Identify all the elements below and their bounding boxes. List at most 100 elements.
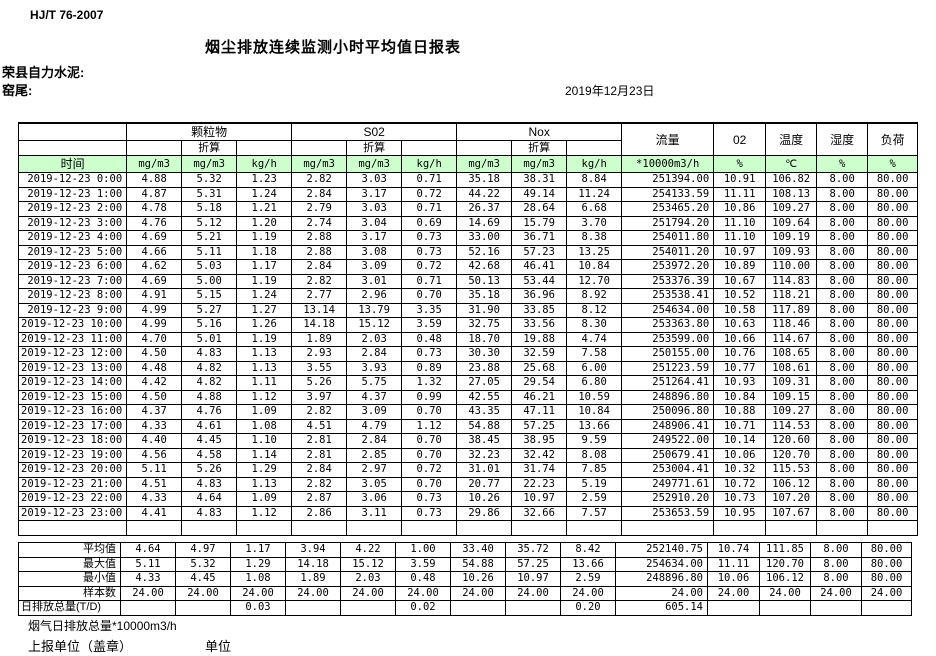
table-cell: 10.91 [713, 172, 767, 188]
table-cell: 4.51 [291, 418, 348, 434]
table-cell: 1.29 [230, 556, 286, 572]
table-cell: 4.78 [126, 201, 183, 217]
table-cell: 26.37 [456, 201, 513, 217]
header-units-row: 时间 mg/m3 mg/m3 kg/h mg/m3 mg/m3 kg/h mg/… [17, 155, 919, 173]
table-cell: 8.00 [816, 302, 869, 318]
group-humidity: 湿度 [816, 122, 869, 156]
table-cell: 1.13 [236, 360, 293, 376]
table-cell: 24.00 [175, 585, 231, 601]
table-cell: 31.01 [456, 462, 513, 478]
table-cell: 2019-12-23 22:00 [17, 491, 128, 507]
table-cell: 57.25 [505, 556, 561, 572]
table-cell: 8.00 [816, 404, 869, 420]
table-cell: 15.79 [511, 215, 568, 231]
table-cell: 1.19 [236, 230, 293, 246]
table-cell: 32.42 [511, 447, 568, 463]
table-cell [867, 520, 919, 536]
table-cell: 4.97 [175, 542, 231, 558]
table-cell: 14.69 [456, 215, 513, 231]
table-cell: 4.58 [181, 447, 238, 463]
table-cell: 5.31 [181, 186, 238, 202]
table-row: 样本数 24.00 24.00 24.00 24.00 24.00 24.00 24.00 24… [18, 585, 912, 601]
spacer-body [17, 520, 919, 536]
table-row: 2019-12-23 13:00 4.48 4.82 1.13 3.55 3.93 0.89… [17, 360, 919, 376]
table-cell: 4.99 [126, 317, 183, 333]
group-flow: 流量 [621, 122, 715, 156]
table-cell: 3.09 [346, 259, 403, 275]
table-cell: 605.14 [615, 600, 708, 616]
table-cell: 23.88 [456, 360, 513, 376]
table-cell: 0.20 [560, 600, 616, 616]
table-cell [759, 600, 811, 616]
table-cell: 109.19 [765, 230, 818, 246]
table-cell: 4.74 [566, 331, 623, 347]
table-cell: 10.72 [713, 476, 767, 492]
table-row: 2019-12-23 9:00 4.99 5.27 1.27 13.14 13.79 3.3… [17, 302, 919, 318]
table-row: 2019-12-23 7:00 4.69 5.00 1.19 2.82 3.01 0.71 5… [17, 273, 919, 289]
table-cell: 10.77 [713, 360, 767, 376]
table-cell: 35.18 [456, 288, 513, 304]
table-cell: 5.11 [126, 462, 183, 478]
table-cell: 2019-12-23 20:00 [17, 462, 128, 478]
table-cell: 80.00 [867, 462, 919, 478]
table-cell: 120.70 [759, 556, 811, 572]
table-cell: 2019-12-23 2:00 [17, 201, 128, 217]
table-cell [17, 520, 128, 536]
table-cell: 10.89 [713, 259, 767, 275]
table-cell: 4.50 [126, 346, 183, 362]
table-cell: 80.00 [867, 186, 919, 202]
table-cell: 6.00 [566, 360, 623, 376]
header-blank-cell [236, 140, 293, 156]
table-cell: 1.29 [236, 462, 293, 478]
table-cell: 1.00 [395, 542, 451, 558]
table-cell: 1.27 [236, 302, 293, 318]
table-cell: 1.26 [236, 317, 293, 333]
table-cell: 5.26 [291, 375, 348, 391]
table-cell: 8.00 [816, 505, 869, 521]
table-cell: 3.35 [401, 302, 458, 318]
table-cell: 80.00 [867, 259, 919, 275]
table-cell: 8.00 [816, 375, 869, 391]
table-row: 2019-12-23 15:00 4.50 4.88 1.12 3.97 4.37 0.99… [17, 389, 919, 405]
table-cell: 250679.41 [621, 447, 715, 463]
table-cell: 6.80 [566, 375, 623, 391]
table-cell: 27.05 [456, 375, 513, 391]
table-cell: 2019-12-23 12:00 [17, 346, 128, 362]
table-cell: 1.17 [230, 542, 286, 558]
table-cell: 2019-12-23 5:00 [17, 244, 128, 260]
table-cell: 10.58 [713, 302, 767, 318]
table-cell: 253004.41 [621, 462, 715, 478]
table-cell: 3.11 [346, 505, 403, 521]
table-cell: 4.22 [340, 542, 396, 558]
table-cell: 2.84 [291, 259, 348, 275]
table-cell: 80.00 [867, 418, 919, 434]
table-cell: 249522.00 [621, 433, 715, 449]
table-cell: 5.00 [181, 273, 238, 289]
table-cell: 14.18 [291, 317, 348, 333]
table-cell: 10.52 [713, 288, 767, 304]
table-cell: 5.15 [181, 288, 238, 304]
table-cell: 4.69 [126, 273, 183, 289]
table-cell: 22.23 [511, 476, 568, 492]
table-cell: 118.46 [765, 317, 818, 333]
table-cell: 80.00 [867, 302, 919, 318]
table-cell: 1.23 [236, 172, 293, 188]
table-cell: 2.82 [291, 476, 348, 492]
table-cell: 57.25 [511, 418, 568, 434]
unit-mgm3: mg/m3 [126, 155, 183, 173]
table-cell: 7.85 [566, 462, 623, 478]
header-blank-cell [456, 140, 513, 156]
table-cell: 80.00 [867, 346, 919, 362]
table-cell: 5.26 [181, 462, 238, 478]
table-cell: 106.12 [765, 476, 818, 492]
table-row: 2019-12-23 18:00 4.40 4.45 1.10 2.81 2.84 0.70… [17, 433, 919, 449]
table-cell: 10.26 [450, 571, 506, 587]
table-cell: 114.67 [765, 331, 818, 347]
table-cell: 2.87 [291, 491, 348, 507]
table-cell: 0.73 [401, 230, 458, 246]
table-row: 最小值 4.33 4.45 1.08 1.89 2.03 0.48 10.26 10.97 2.5… [18, 571, 912, 587]
table-cell: 80.00 [867, 331, 919, 347]
table-cell: 2.84 [346, 346, 403, 362]
table-cell: 80.00 [867, 505, 919, 521]
table-cell: 12.70 [566, 273, 623, 289]
